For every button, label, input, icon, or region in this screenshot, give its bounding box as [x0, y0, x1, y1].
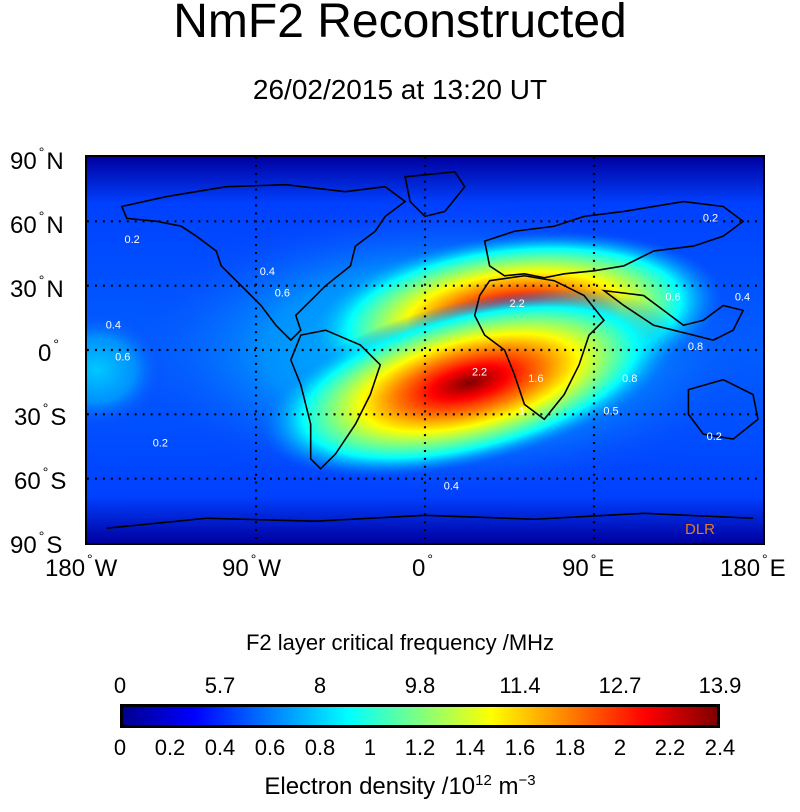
colorbar-bottom-tick-label: 1.4: [454, 735, 486, 760]
lon-label-180w: 180 °W: [45, 551, 118, 582]
dlr-logo: DLR: [685, 521, 716, 538]
contour-labels: 0.20.40.60.40.60.20.42.22.21.61 0.50.80.8…: [106, 212, 750, 492]
colorbar-bottom-tick-label: 0.4: [204, 735, 236, 760]
colorbar-bottom-tick-label: 0: [113, 735, 127, 760]
lon-label-90w: 90 °W: [222, 551, 281, 582]
contour-label: 2.2: [472, 367, 487, 379]
chart-subtitle: 26/02/2015 at 13:20 UT: [252, 74, 548, 105]
coast-europe: [483, 200, 745, 279]
colorbar-bottom-tick-label: 0.2: [154, 735, 186, 760]
colorbar-top-tick-label: 8: [313, 673, 327, 698]
colorbar-title: F2 layer critical frequency /MHz: [245, 630, 555, 655]
contour-label: 0.2: [153, 438, 168, 450]
colorbar-xlabel: Electron density /1012 m−3: [264, 772, 536, 800]
contour-label: 1.6: [528, 373, 543, 385]
lat-label-30s: 30 °S: [14, 400, 67, 431]
lon-label-90e: 90 °E: [562, 551, 615, 582]
colorbar-bottom-ticks: 0 0.2 0.4 0.6 0.8 1 1.2 1.4 1.6 1.8 2 2.2 2.4: [114, 735, 735, 763]
colorbar-top-tick-label: 11.4: [499, 673, 541, 698]
colorbar-top-tick-label: 9.8: [404, 673, 436, 698]
coast-africa: [473, 274, 606, 421]
contour-label: 0.4: [735, 292, 750, 304]
colorbar-bottom-tick-label: 2.2: [654, 735, 686, 760]
contour-label: 0.4: [106, 320, 121, 332]
west-pacific-blob: [87, 310, 167, 430]
lat-label-90s: 90 °S: [10, 528, 63, 559]
lat-label-60s: 60 °S: [14, 464, 67, 495]
colorbar-bottom-tick-label: 0.8: [304, 735, 336, 760]
contour-label: 1: [519, 405, 525, 417]
contour-label: 0.6: [115, 352, 130, 364]
lat-label-90n: 90 °N: [10, 144, 64, 175]
colorbar-top-tick-label: 0: [113, 673, 127, 698]
map-svg: 0.20.40.60.40.60.20.42.22.21.61 0.50.80.8…: [87, 157, 763, 543]
contour-label: 0.2: [125, 234, 140, 246]
contour-label: 0.2: [707, 431, 722, 443]
colorbar-bottom-tick-label: 0.6: [254, 735, 286, 760]
coast-north-america: [120, 183, 407, 342]
colorbar-top-tick-label: 12.7: [598, 673, 642, 698]
colorbar-bottom-tick-label: 1.8: [554, 735, 586, 760]
colorbar-bottom-tick-label: 2: [613, 735, 627, 760]
contour-label: 0.2: [703, 212, 718, 224]
coastlines: [106, 171, 759, 529]
coast-greenland: [404, 171, 466, 218]
lat-label-30n: 30 °N: [10, 272, 64, 303]
colorbar-bottom-tick-label: 1: [363, 735, 377, 760]
lat-label-60n: 60 °N: [10, 208, 64, 239]
colorbar-bottom-tick-label: 2.4: [704, 735, 736, 760]
chart-title: NmF2 Reconstructed: [173, 0, 627, 48]
lat-label-0: 0 °: [38, 336, 59, 367]
coast-asia-south: [601, 289, 745, 341]
contour-label: 0.4: [260, 266, 275, 278]
contour-label: 0.6: [275, 287, 290, 299]
lon-label-180e: 180 °E: [720, 551, 786, 582]
colorbar-top-tick-label: 5.7: [204, 673, 236, 698]
colorbar-bottom-tick-label: 1.2: [404, 735, 436, 760]
south-crest-heat: [261, 288, 679, 477]
contour-label: 0.8: [622, 373, 637, 385]
colorbar: [120, 704, 720, 728]
map-plot-area: 0.2 0.4 0.6 0.4 0.6 0.2 0.4 2.2 2.2 1.6 1 0.5 0.8 0.8…: [85, 155, 765, 545]
lon-label-0: 0 °: [412, 551, 433, 582]
colorbar-bottom-tick-label: 1.6: [504, 735, 536, 760]
contour-label: 0.8: [688, 341, 703, 353]
colorbar-top-ticks: 0 5.7 8 9.8 11.4 12.7 13.9: [114, 673, 742, 701]
contour-label: 0.6: [665, 292, 680, 304]
coast-australia: [687, 378, 759, 440]
contour-label: 2.2: [510, 298, 525, 310]
colorbar-top-tick-label: 13.9: [698, 673, 742, 698]
coast-south-america: [289, 329, 382, 470]
contour-label: 0.4: [444, 480, 459, 492]
graticule: [87, 157, 763, 543]
contour-label: 0.5: [603, 405, 618, 417]
